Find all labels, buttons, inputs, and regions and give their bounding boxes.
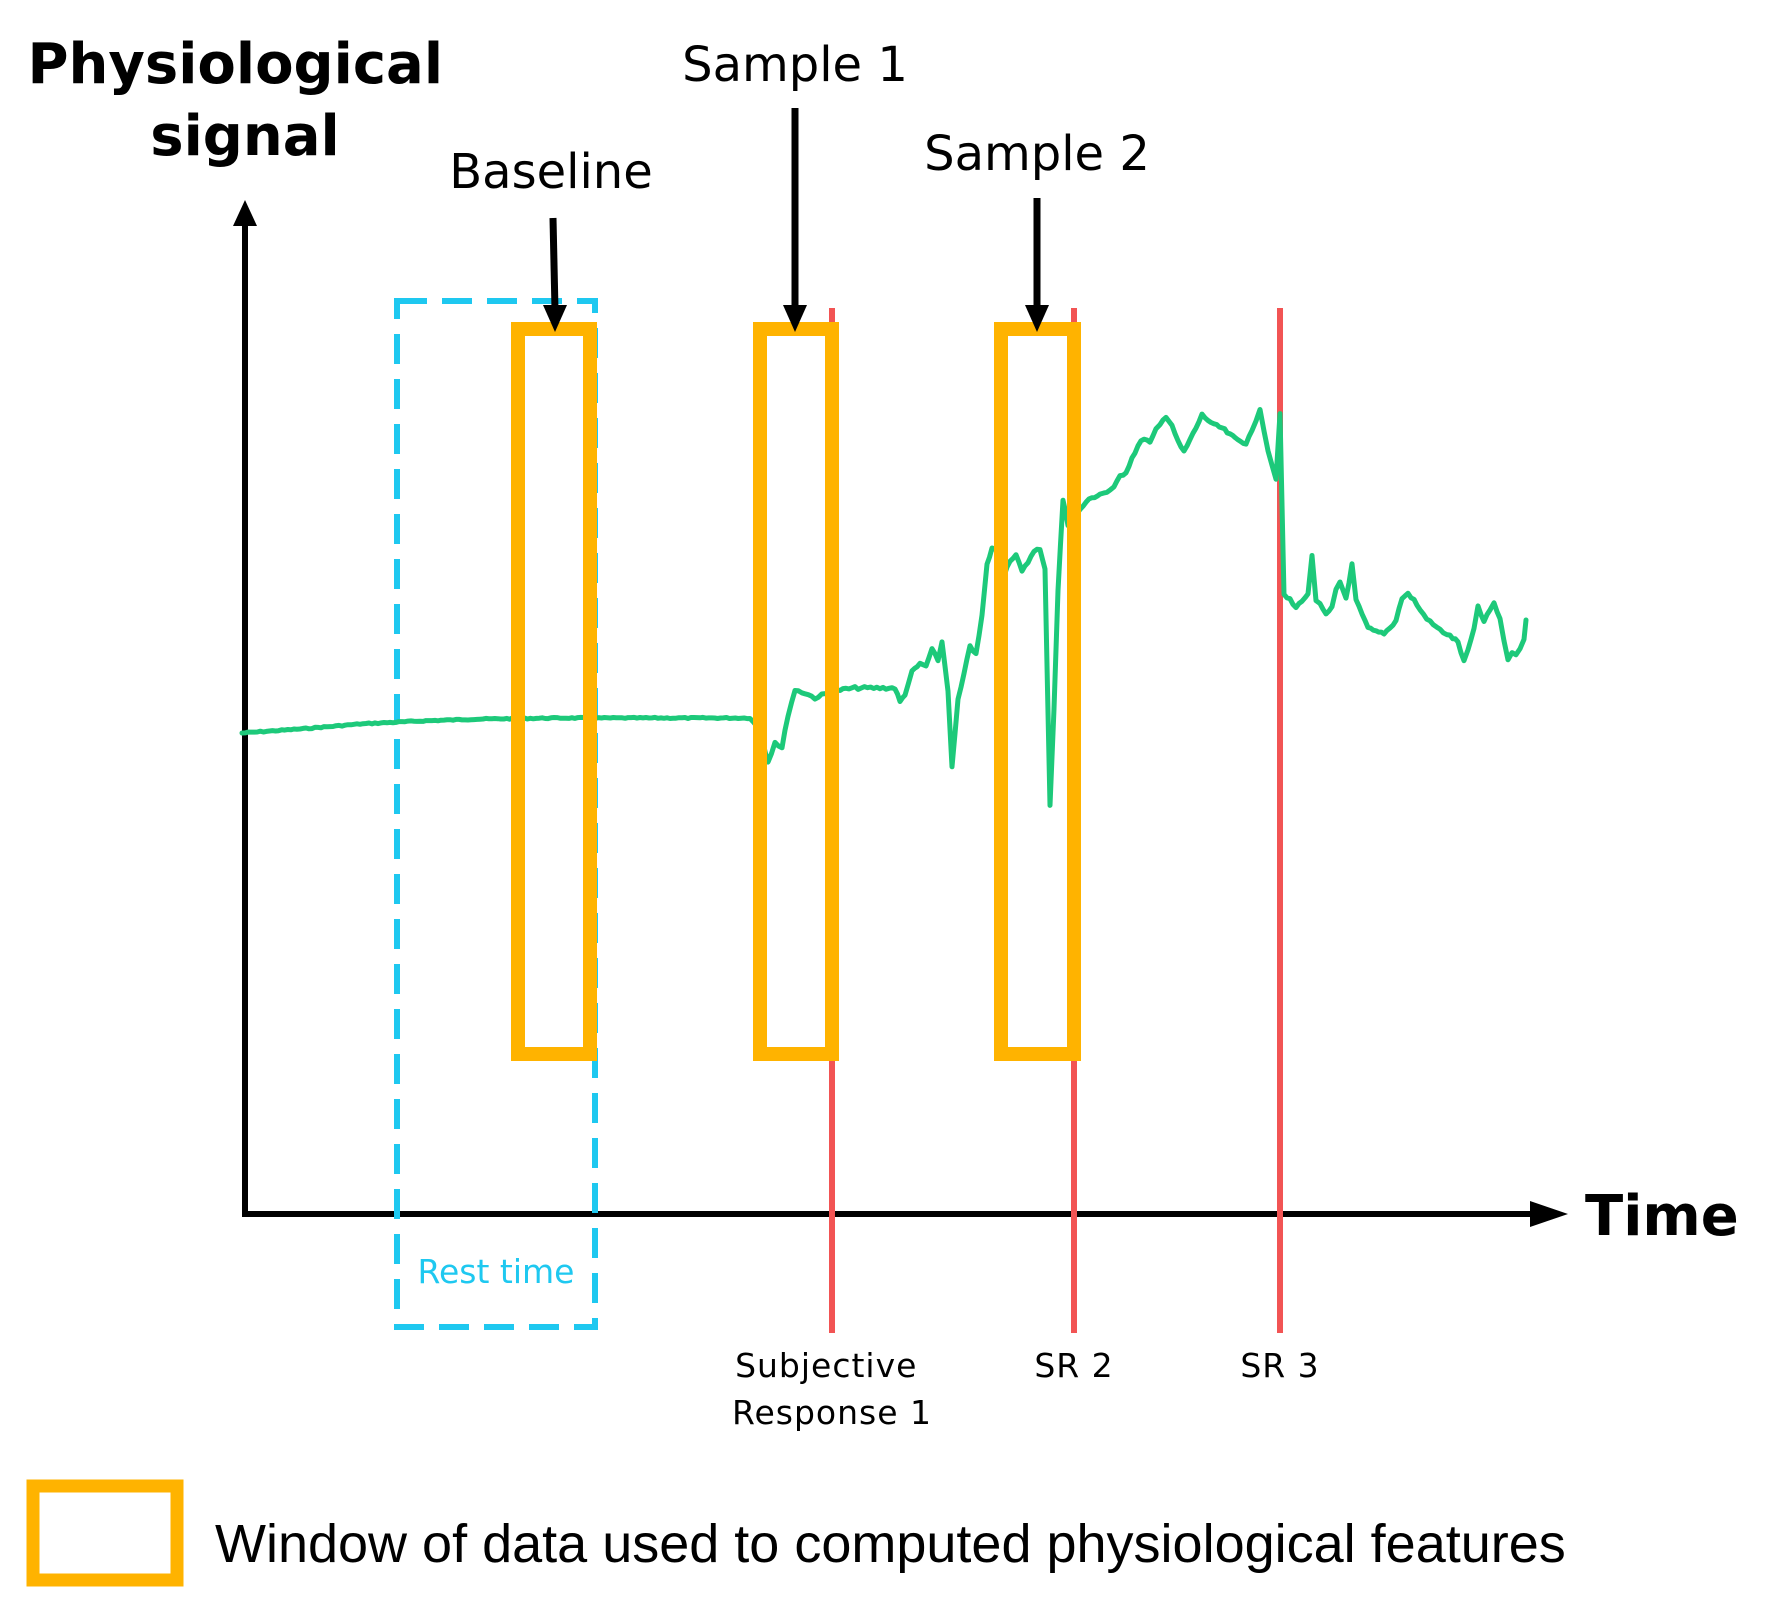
y-axis-label-line-1: Physiological <box>27 32 443 97</box>
rest-time-label: Rest time <box>418 1252 575 1291</box>
sr1-label-line-2: Response 1 <box>732 1393 932 1432</box>
x-axis-arrowhead <box>1530 1201 1568 1227</box>
sr1-label: Subjective Response 1 <box>732 1346 932 1432</box>
y-axis-label-line-2: signal <box>150 104 339 169</box>
baseline-label: Baseline <box>449 144 653 200</box>
callout-arrows <box>543 108 1049 332</box>
y-axis-arrowhead <box>233 200 257 226</box>
x-axis-label: Time <box>1585 1184 1739 1249</box>
legend-window-swatch <box>26 1479 184 1587</box>
sample1-label: Sample 1 <box>682 37 908 93</box>
baseline-arrowhead <box>543 305 567 332</box>
sample2-arrowhead <box>1025 305 1049 332</box>
baseline-window <box>511 322 597 1061</box>
sr3-label: SR 3 <box>1240 1346 1319 1385</box>
sample2-label: Sample 2 <box>924 126 1150 182</box>
subjective-response-lines <box>829 308 1283 1333</box>
legend: Window of data used to computed physiolo… <box>26 1479 1566 1587</box>
rest-time-box <box>394 298 598 1330</box>
legend-window-label: Window of data used to computed physiolo… <box>215 1514 1566 1574</box>
baseline-arrow <box>549 217 559 311</box>
sample1-arrowhead <box>783 305 807 332</box>
axes <box>233 200 1568 1227</box>
y-axis-label: Physiological signal <box>27 32 462 169</box>
sr1-label-line-1: Subjective <box>735 1346 917 1385</box>
physiological-signal-line <box>239 407 1529 808</box>
sample2-window <box>994 322 1081 1061</box>
sr2-label: SR 2 <box>1034 1346 1113 1385</box>
